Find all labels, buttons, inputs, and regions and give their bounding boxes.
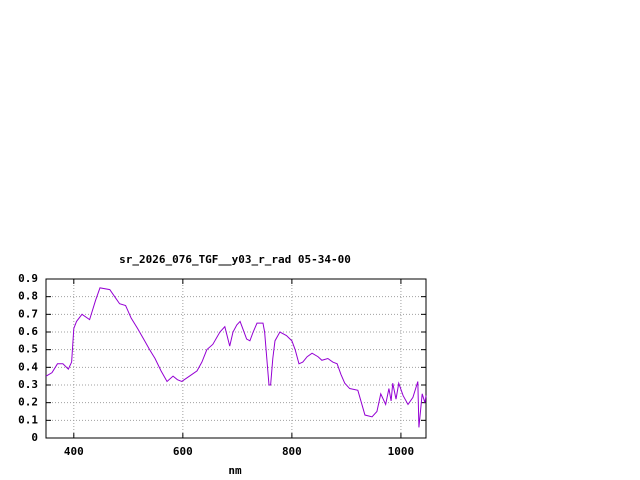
y-tick-label: 0.4 [18,360,38,373]
plot-frame [45,278,427,439]
x-tick-label: 1000 [388,445,415,458]
data-line [45,287,427,428]
x-tick-label: 600 [173,445,193,458]
y-tick-label: 0.1 [18,413,38,426]
y-tick-label: 0.2 [18,396,38,409]
y-tick-label: 0.6 [18,325,38,338]
y-tick-label: 0.7 [18,307,38,320]
y-tick-label: 0 [31,431,38,444]
y-tick-label: 0.3 [18,378,38,391]
y-tick-label: 0.8 [18,290,38,303]
x-tick-label: 800 [282,445,302,458]
x-axis-label: nm [228,464,242,477]
y-tick-label: 0.5 [18,343,38,356]
y-tick-label: 0.9 [18,272,38,285]
chart-title: sr_2026_076_TGF__y03_r_rad 05-34-00 [119,253,351,266]
x-tick-label: 400 [64,445,84,458]
